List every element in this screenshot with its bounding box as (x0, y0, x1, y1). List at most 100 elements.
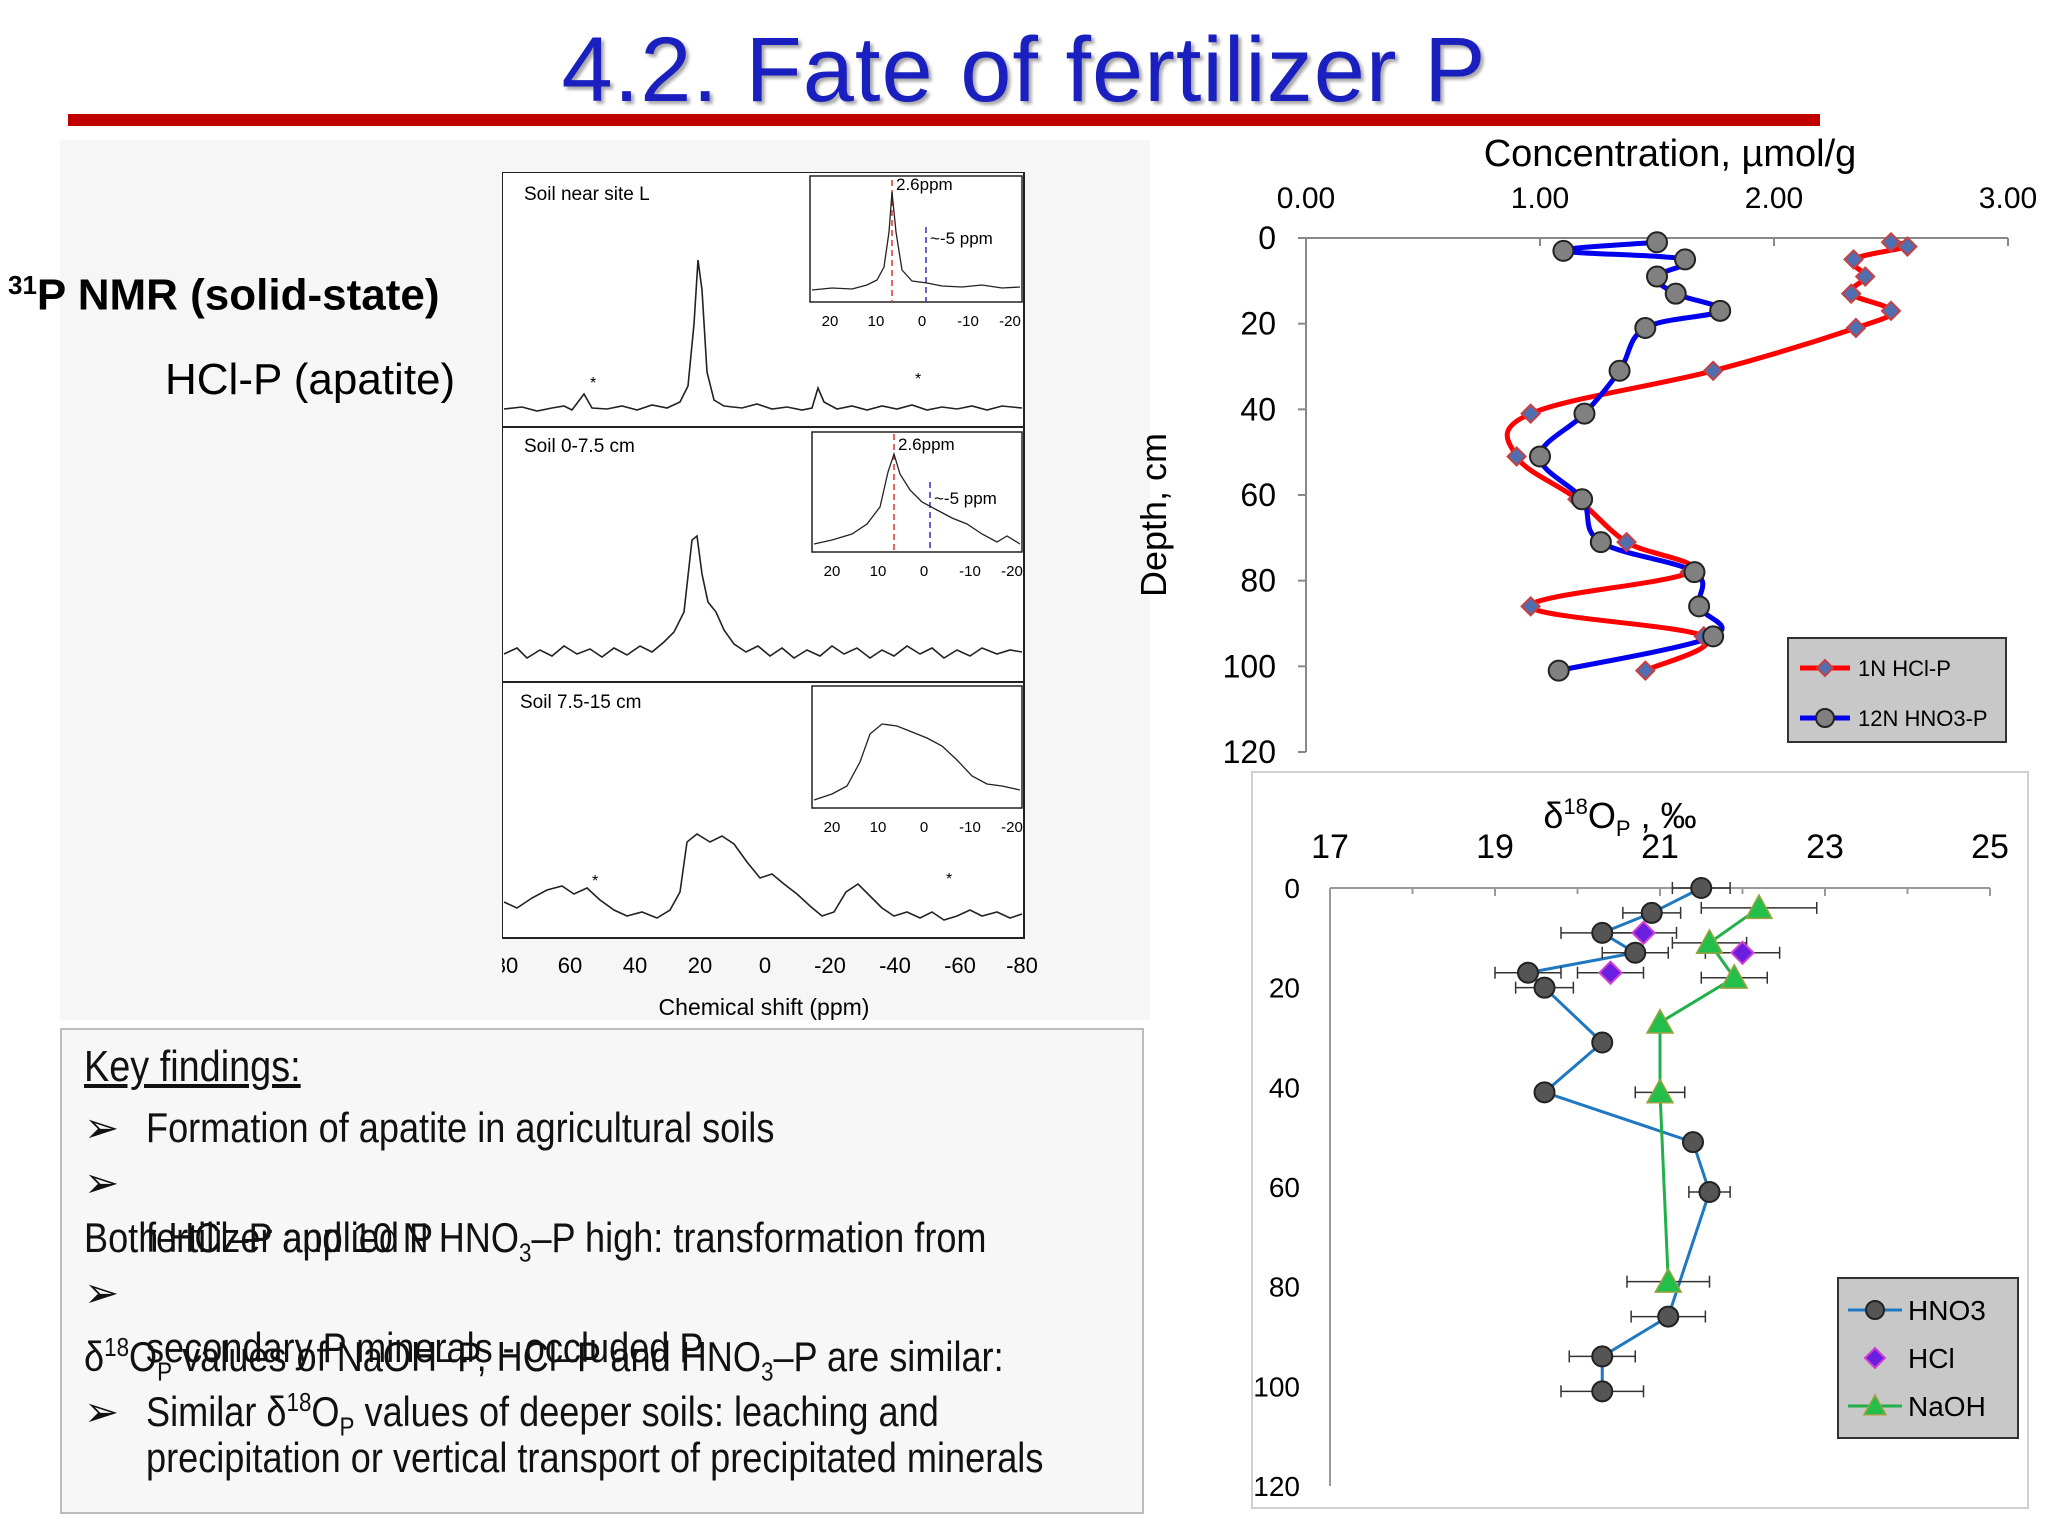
legend-marker (1815, 708, 1835, 728)
data-point-circle (1533, 1081, 1556, 1104)
y-tick-label: 20 (1240, 306, 1276, 342)
x-tick-label: 2.00 (1745, 182, 1803, 215)
y-axis-label: Depth, cm (1133, 433, 1174, 597)
data-point-diamond (1598, 960, 1623, 986)
legend-label: HCl (1908, 1343, 1955, 1374)
data-point-circle (1529, 445, 1551, 468)
inset-1-tick: -20 (999, 313, 1021, 330)
data-point-circle (1640, 901, 1663, 924)
inset-3-tick: 20 (824, 819, 841, 836)
data-point-circle (1690, 877, 1713, 899)
data-point-triangle (1645, 1008, 1675, 1034)
nmr-panel-2-label: Soil 0-7.5 cm (524, 436, 635, 457)
legend-marker (1815, 658, 1835, 678)
data-point-circle (1591, 1345, 1614, 1368)
nmr-spectrum-1 (503, 259, 1023, 412)
inset-2-tick: 10 (870, 563, 887, 580)
nmr-inset-spectrum-1 (811, 191, 1021, 291)
legend-marker (1862, 1393, 1888, 1416)
finding-item: ➢ Formation of apatite in agricultural so… (84, 1100, 877, 1155)
inset-1-tick: 20 (822, 313, 839, 330)
nmr-x-tick: 40 (623, 953, 647, 978)
legend-label: NaOH (1908, 1391, 1986, 1422)
inset-2-tick: 0 (920, 563, 928, 580)
x-tick-label: 21 (1641, 828, 1679, 866)
y-tick-label: 40 (1240, 391, 1276, 427)
sideband-marker-3b: * (946, 871, 952, 888)
isotope-depth-chart: δ18OP , ‰ 17 19 21 23 25 0 20 40 60 80 100 120 HNO3 HC… (1251, 771, 2029, 1509)
inset-3-tick: -20 (1001, 819, 1023, 836)
title-underline (68, 114, 1820, 126)
data-point-diamond (1843, 249, 1864, 270)
y-tick-label: 80 (1269, 1272, 1300, 1303)
legend-label: 12N HNO3-P (1858, 706, 1988, 731)
finding-item: ➢ Both HCl–P and 10 N HNO3–P high: transf… (84, 1155, 1142, 1280)
inset-2-tick: -20 (1001, 563, 1023, 580)
finding-text: Both HCl–P and 10 N HNO3–P high: transfo… (84, 1214, 987, 1268)
data-point-triangle (1653, 1267, 1683, 1293)
nmr-inset-2-peak1: 2.6ppm (898, 435, 955, 454)
data-point-diamond (1702, 360, 1724, 382)
data-point-diamond (1634, 660, 1656, 682)
bullet-arrow-icon: ➢ (84, 1104, 120, 1151)
y-tick-label: 60 (1240, 477, 1276, 513)
inset-2-tick: 20 (824, 563, 841, 580)
data-point-diamond (1520, 595, 1542, 617)
data-point-triangle (1695, 928, 1724, 954)
data-point-circle (1552, 239, 1575, 262)
data-point-circle (1646, 265, 1668, 288)
nmr-x-tick: 80 (502, 953, 518, 978)
sideband-marker-1b: * (915, 371, 921, 388)
data-point-circle (1589, 531, 1612, 554)
nmr-heading-superscript: 31 (8, 270, 37, 300)
data-point-diamond (1840, 283, 1862, 305)
sideband-marker-3a: * (592, 873, 598, 890)
key-findings-title: Key findings: (84, 1042, 301, 1091)
x-tick-label: 23 (1806, 828, 1844, 866)
y-tick-label: 120 (1253, 1471, 1300, 1502)
inset-1-tick: 0 (918, 313, 926, 330)
data-point-circle (1517, 961, 1539, 984)
nmr-x-label: Chemical shift (ppm) (659, 994, 870, 1020)
nmr-inset-1-peak2: ~-5 ppm (930, 229, 993, 248)
nmr-spectra-figure: Soil near site L * * 2.6ppm ~-5 ppm 20 1… (502, 172, 1038, 1020)
data-point-circle (1591, 1031, 1614, 1054)
data-point-circle (1646, 231, 1668, 254)
data-point-triangle (1719, 963, 1749, 989)
finding-item: ➢ Similar δ18OP values of deeper soils: l… (84, 1375, 1068, 1481)
y-tick-label: 80 (1240, 563, 1276, 599)
data-point-triangle (1744, 893, 1774, 920)
nmr-x-tick: 20 (688, 953, 712, 978)
nmr-inset-2-peak2: ~-5 ppm (934, 489, 997, 508)
data-point-circle (1547, 659, 1570, 682)
data-point-circle (1709, 299, 1732, 322)
y-tick-label: 100 (1253, 1371, 1300, 1402)
y-tick-label: 0 (1284, 873, 1300, 904)
data-point-diamond (1631, 920, 1656, 946)
data-point-diamond (1520, 403, 1542, 425)
sideband-marker-1a: * (590, 375, 596, 392)
x-tick-label: 17 (1311, 828, 1349, 866)
data-point-circle (1591, 921, 1614, 944)
data-point-diamond (1880, 300, 1902, 322)
nmr-inset-spectrum-3 (813, 723, 1021, 801)
finding-text: δ18OP values of NaOH–P, HCl–P and HNO3–P… (84, 1332, 1004, 1387)
data-point-circle (1624, 941, 1647, 964)
legend-marker (1863, 1346, 1887, 1370)
data-point-circle (1688, 595, 1711, 618)
bullet-arrow-icon: ➢ (84, 1159, 120, 1206)
finding-text-continued: fertilizer applied P (146, 1214, 434, 1261)
nmr-x-tick: 60 (558, 953, 582, 978)
data-point-triangle (1645, 1077, 1675, 1104)
y-tick-label: 120 (1223, 734, 1276, 770)
finding-text: Similar δ18OP values of deeper soils: le… (146, 1387, 939, 1442)
data-point-circle (1591, 1380, 1614, 1403)
data-point-circle (1608, 359, 1631, 382)
data-point-diamond (1880, 231, 1902, 253)
data-point-circle (1682, 1131, 1704, 1154)
data-point-circle (1702, 625, 1725, 648)
x-tick-label: 25 (1971, 828, 2009, 866)
data-point-diamond (1896, 236, 1918, 257)
finding-text-continued: secondary P minerals - occluded P (146, 1324, 704, 1371)
nmr-x-tick: -80 (1006, 953, 1038, 978)
